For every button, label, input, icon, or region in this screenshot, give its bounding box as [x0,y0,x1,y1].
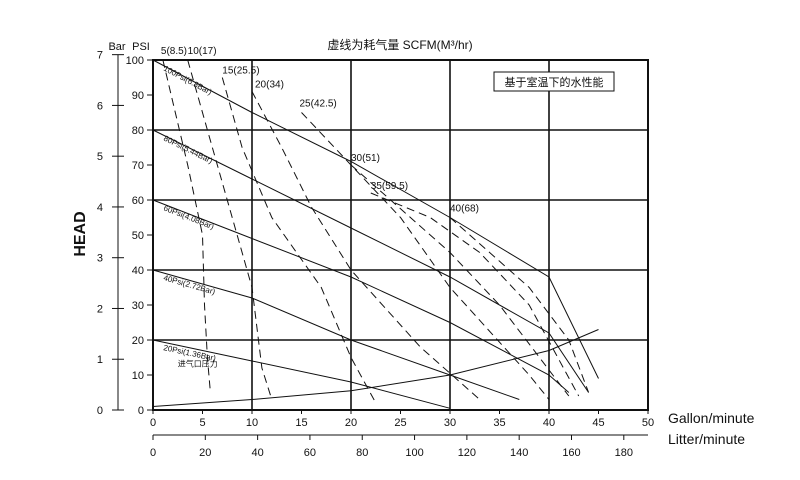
air-consumption-curve-6 [370,192,580,397]
bar-tick-label-5: 5 [97,151,103,163]
lpm-tick-label-40: 40 [251,447,263,459]
air-consumption-label-4: 25(42.5) [300,99,337,110]
pressure-curve-1 [152,129,590,393]
gpm-tick-label-35: 35 [493,417,505,429]
bar-tick-label-1: 1 [97,354,103,366]
gpm-tick-label-45: 45 [592,417,604,429]
note-box-frame [493,71,615,92]
gpm-tick-label-15: 15 [295,417,307,429]
air-consumption-curve-0 [162,59,211,393]
npsh-curve [152,329,599,407]
gpm-tick-label-40: 40 [543,417,555,429]
npsh-curve-label: 进气口压力 [178,358,218,368]
psi-tick-label-70: 70 [132,160,144,172]
lpm-tick-label-80: 80 [356,447,368,459]
pressure-curve-label-3: 40Psi(2.72Bar) [162,273,216,296]
lpm-tick-label-60: 60 [304,447,316,459]
air-consumption-curve-5 [350,164,570,397]
bar-tick-label-4: 4 [97,202,103,214]
air-consumption-curve-1 [187,59,273,400]
y-axis-title: HEAD [72,211,89,256]
lpm-tick-label-0: 0 [150,447,156,459]
psi-tick-label-80: 80 [132,125,144,137]
x-axis-title-gpm: Gallon/minute [668,410,755,426]
psi-tick-label-20: 20 [132,335,144,347]
air-consumption-curve-4 [301,112,550,400]
x-axis-title-lpm: Litter/minute [668,431,745,447]
note-text: 基于室温下的水性能 [505,75,604,89]
pressure-curve-label-2: 60Psi(4.08Bar) [162,203,215,231]
lpm-tick-label-140: 140 [510,447,528,459]
psi-tick-label-0: 0 [138,405,144,417]
pressure-curve-0 [152,59,599,379]
chart-title: 虚线为耗气量 SCFM(M³/hr) [327,37,472,52]
pressure-curve-label-0: 100Psi(6.8Bar) [162,64,214,97]
lpm-tick-label-120: 120 [458,447,476,459]
gpm-tick-label-30: 30 [444,417,456,429]
bar-tick-label-0: 0 [97,405,103,417]
air-consumption-curve-2 [221,77,377,404]
note-box: 基于室温下的水性能 [493,71,615,92]
psi-tick-label-100: 100 [126,55,144,67]
pressure-curve-4 [152,339,451,409]
chart-curves [152,59,599,409]
psi-tick-label-50: 50 [132,230,144,242]
gpm-tick-label-10: 10 [246,417,258,429]
psi-tick-label-60: 60 [132,195,144,207]
lpm-tick-label-20: 20 [199,447,211,459]
bar-tick-label-2: 2 [97,303,103,315]
gpm-tick-label-50: 50 [642,417,654,429]
bar-tick-label-7: 7 [97,50,103,62]
bar-tick-label-3: 3 [97,253,103,265]
air-consumption-label-6: 35(59.5) [371,181,408,192]
air-consumption-label-7: 40(68) [450,204,479,215]
pressure-curve-label-1: 80Psi(5.44Bar) [162,134,214,166]
psi-tick-label-30: 30 [132,300,144,312]
lpm-tick-label-180: 180 [615,447,633,459]
air-consumption-label-2: 15(25.5) [222,66,259,77]
lpm-tick-label-160: 160 [562,447,580,459]
air-consumption-label-3: 20(34) [255,80,284,91]
air-consumption-label-0: 5(8.5) [161,46,187,57]
air-consumption-curve-3 [251,91,481,400]
gpm-tick-label-25: 25 [394,417,406,429]
psi-tick-label-10: 10 [132,370,144,382]
gpm-tick-label-20: 20 [345,417,357,429]
air-consumption-label-1: 10(17) [188,46,217,57]
y-unit-bar: Bar [108,41,125,53]
pressure-curve-2 [152,199,570,393]
bar-tick-label-6: 6 [97,100,103,112]
y-unit-psi: PSI [132,41,150,53]
air-consumption-curve-7 [449,217,590,393]
pressure-curve-3 [152,269,520,400]
psi-tick-label-90: 90 [132,90,144,102]
gpm-tick-label-0: 0 [150,417,156,429]
psi-tick-label-40: 40 [132,265,144,277]
air-consumption-label-5: 30(51) [351,153,380,164]
gpm-tick-label-5: 5 [199,417,205,429]
grid-lines [153,60,648,410]
lpm-tick-label-100: 100 [405,447,423,459]
